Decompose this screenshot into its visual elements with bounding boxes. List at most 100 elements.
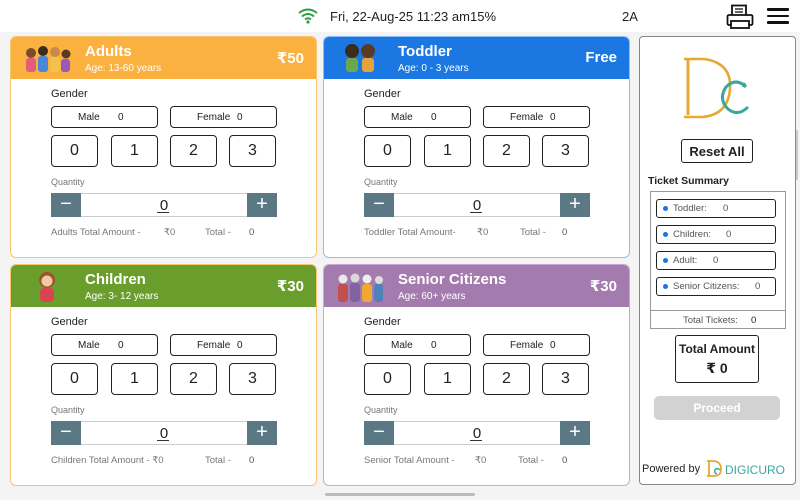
female-count: 0: [550, 112, 556, 123]
home-indicator[interactable]: [325, 493, 475, 496]
total-count-label: Total -: [205, 455, 231, 466]
male-count-field[interactable]: Male 0: [51, 334, 158, 356]
quantity-option-1[interactable]: 1: [424, 135, 471, 167]
male-count-field[interactable]: Male 0: [364, 334, 471, 356]
quantity-option-3[interactable]: 3: [542, 135, 589, 167]
quantity-option-3[interactable]: 3: [229, 363, 276, 395]
total-amount-label: Senior Total Amount -: [364, 455, 455, 466]
battery-level: 15%: [470, 9, 497, 24]
category-title: Children: [85, 271, 146, 288]
male-label: Male: [391, 340, 413, 351]
card-header: Senior Citizens Age: 60+ years ₹30: [324, 265, 629, 307]
divider: [651, 310, 785, 311]
quantity-option-3[interactable]: 3: [229, 135, 276, 167]
quantity-option-2[interactable]: 2: [483, 363, 530, 395]
summary-value: 0: [713, 255, 719, 266]
quantity-option-0[interactable]: 0: [364, 363, 411, 395]
total-count-value: 0: [249, 455, 255, 466]
quantity-label: Quantity: [364, 405, 398, 415]
card-header: Children Age: 3- 12 years ₹30: [11, 265, 316, 307]
toddler-icon: [345, 44, 375, 72]
status-datetime: Fri, 22-Aug-25 11:23 am: [330, 9, 470, 24]
quantity-option-1[interactable]: 1: [111, 135, 158, 167]
quantity-stepper: − 0 +: [364, 421, 590, 445]
toddler-card: Toddler Age: 0 - 3 years Free Gender Mal…: [323, 36, 630, 258]
children-card: Children Age: 3- 12 years ₹30 Gender Mal…: [10, 264, 317, 486]
quantity-stepper: − 0 +: [51, 421, 277, 445]
dc-logo: [684, 57, 750, 119]
quantity-value[interactable]: 0: [472, 425, 482, 442]
quantity-option-0[interactable]: 0: [51, 135, 98, 167]
female-count: 0: [237, 112, 243, 123]
male-count: 0: [118, 112, 124, 123]
category-price: ₹30: [276, 278, 304, 295]
value-underline: [470, 212, 482, 213]
summary-label: Senior Citizens:: [673, 281, 740, 292]
adults-card: Adults Age: 13-60 years ₹50 Gender Male …: [10, 36, 317, 258]
reset-all-button[interactable]: Reset All: [681, 139, 753, 163]
quantity-option-1[interactable]: 1: [111, 363, 158, 395]
age-range: Age: 13-60 years: [85, 63, 162, 74]
summary-value: 0: [726, 229, 732, 240]
senior-citizens-icon: [338, 273, 383, 302]
male-label: Male: [391, 112, 413, 123]
summary-label: Children:: [673, 229, 712, 240]
decrement-button[interactable]: −: [51, 421, 81, 445]
status-indicator: 2A: [622, 9, 638, 24]
quantity-value[interactable]: 0: [159, 197, 169, 214]
total-amount-label: Children Total Amount - ₹0: [51, 455, 164, 466]
female-label: Female: [197, 112, 231, 123]
increment-button[interactable]: +: [247, 193, 277, 217]
male-count-field[interactable]: Male 0: [364, 106, 471, 128]
category-title: Toddler: [398, 43, 452, 60]
senior-citizens-card: Senior Citizens Age: 60+ years ₹30 Gende…: [323, 264, 630, 486]
female-count-field[interactable]: Female 0: [483, 106, 590, 128]
decrement-button[interactable]: −: [364, 421, 394, 445]
increment-button[interactable]: +: [247, 421, 277, 445]
quantity-option-2[interactable]: 2: [170, 363, 217, 395]
gender-label: Gender: [51, 88, 88, 100]
card-header: Adults Age: 13-60 years ₹50: [11, 37, 316, 79]
female-count-field[interactable]: Female 0: [170, 334, 277, 356]
quantity-option-1[interactable]: 1: [424, 363, 471, 395]
summary-label: Adult:: [673, 255, 698, 266]
child-icon: [39, 272, 55, 302]
total-amount-value: ₹0: [477, 227, 489, 238]
quantity-option-2[interactable]: 2: [483, 135, 530, 167]
summary-item-children: Children: 0: [656, 225, 776, 244]
quantity-value[interactable]: 0: [472, 197, 482, 214]
male-count-field[interactable]: Male 0: [51, 106, 158, 128]
brand-text: DIGICURO: [725, 463, 785, 477]
edge-handle[interactable]: [796, 130, 798, 180]
gender-label: Gender: [51, 316, 88, 328]
proceed-button[interactable]: Proceed: [654, 396, 780, 420]
total-count-value: 0: [249, 227, 255, 238]
bullet-icon: [663, 206, 668, 211]
quantity-label: Quantity: [51, 177, 85, 187]
quantity-option-3[interactable]: 3: [542, 363, 589, 395]
quantity-value[interactable]: 0: [159, 425, 169, 442]
menu-icon[interactable]: [767, 8, 789, 26]
quantity-stepper: − 0 +: [364, 193, 590, 217]
female-count-field[interactable]: Female 0: [483, 334, 590, 356]
total-count-value: 0: [562, 227, 568, 238]
decrement-button[interactable]: −: [364, 193, 394, 217]
card-header: Toddler Age: 0 - 3 years Free: [324, 37, 629, 79]
female-label: Female: [510, 340, 544, 351]
summary-value: 0: [755, 281, 761, 292]
total-tickets-label: Total Tickets:: [683, 315, 738, 326]
value-underline: [157, 212, 169, 213]
decrement-button[interactable]: −: [51, 193, 81, 217]
print-icon[interactable]: [726, 4, 754, 30]
increment-button[interactable]: +: [560, 421, 590, 445]
quantity-option-0[interactable]: 0: [364, 135, 411, 167]
quantity-option-2[interactable]: 2: [170, 135, 217, 167]
female-count-field[interactable]: Female 0: [170, 106, 277, 128]
female-label: Female: [510, 112, 544, 123]
quantity-label: Quantity: [51, 405, 85, 415]
increment-button[interactable]: +: [560, 193, 590, 217]
quantity-option-0[interactable]: 0: [51, 363, 98, 395]
ticket-summary-panel: Reset All Ticket Summary Toddler: 0 Chil…: [639, 36, 796, 485]
bullet-icon: [663, 284, 668, 289]
gender-label: Gender: [364, 316, 401, 328]
